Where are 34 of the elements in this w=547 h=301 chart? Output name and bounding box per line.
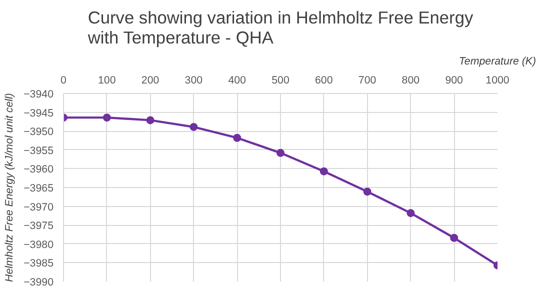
- y-tick-label: −3980: [24, 238, 54, 251]
- point: [190, 122, 198, 131]
- y-tick-label: −3960: [24, 164, 54, 176]
- y-tick-label: −3985: [24, 258, 54, 270]
- point: [102, 114, 111, 122]
- y-tick-label: −3965: [24, 182, 54, 194]
- x-tick-label: 600: [315, 74, 333, 86]
- point: [450, 234, 458, 242]
- point: [276, 148, 284, 157]
- y-tick-label: −3955: [24, 144, 54, 157]
- y-tick-label: −3950: [24, 126, 54, 138]
- y-tick-label: −3975: [24, 220, 54, 232]
- point: [406, 209, 415, 218]
- chart-title: Curve showing variation in Helmholtz Free Energy with Temperature - QHA: [86, 8, 474, 48]
- y-tick-label: −3990: [24, 276, 54, 288]
- y-tick-label: −3945: [24, 107, 54, 120]
- y-tick-label: −3940: [24, 88, 54, 100]
- point: [233, 134, 242, 142]
- point: [363, 188, 372, 196]
- x-tick-label: 1000: [486, 74, 510, 86]
- y-axis-title: Helmholtz Free Energy (kJ/mol unit cell): [4, 93, 16, 282]
- point: [320, 167, 328, 176]
- y-tick-label: −3970: [24, 201, 54, 214]
- x-tick-label: 200: [141, 74, 160, 86]
- x-axis-title: Temperature (K): [458, 56, 536, 68]
- x-tick-label: 300: [184, 74, 203, 86]
- x-tick-label: 0: [60, 74, 67, 86]
- x-tick-label: 400: [228, 74, 246, 86]
- x-tick-label: 100: [98, 74, 116, 86]
- x-tick-label: 700: [358, 74, 376, 86]
- x-tick-label: 900: [445, 74, 464, 86]
- x-tick-label: 500: [272, 74, 290, 86]
- point: [146, 116, 154, 124]
- x-tick-label: 800: [402, 74, 420, 86]
